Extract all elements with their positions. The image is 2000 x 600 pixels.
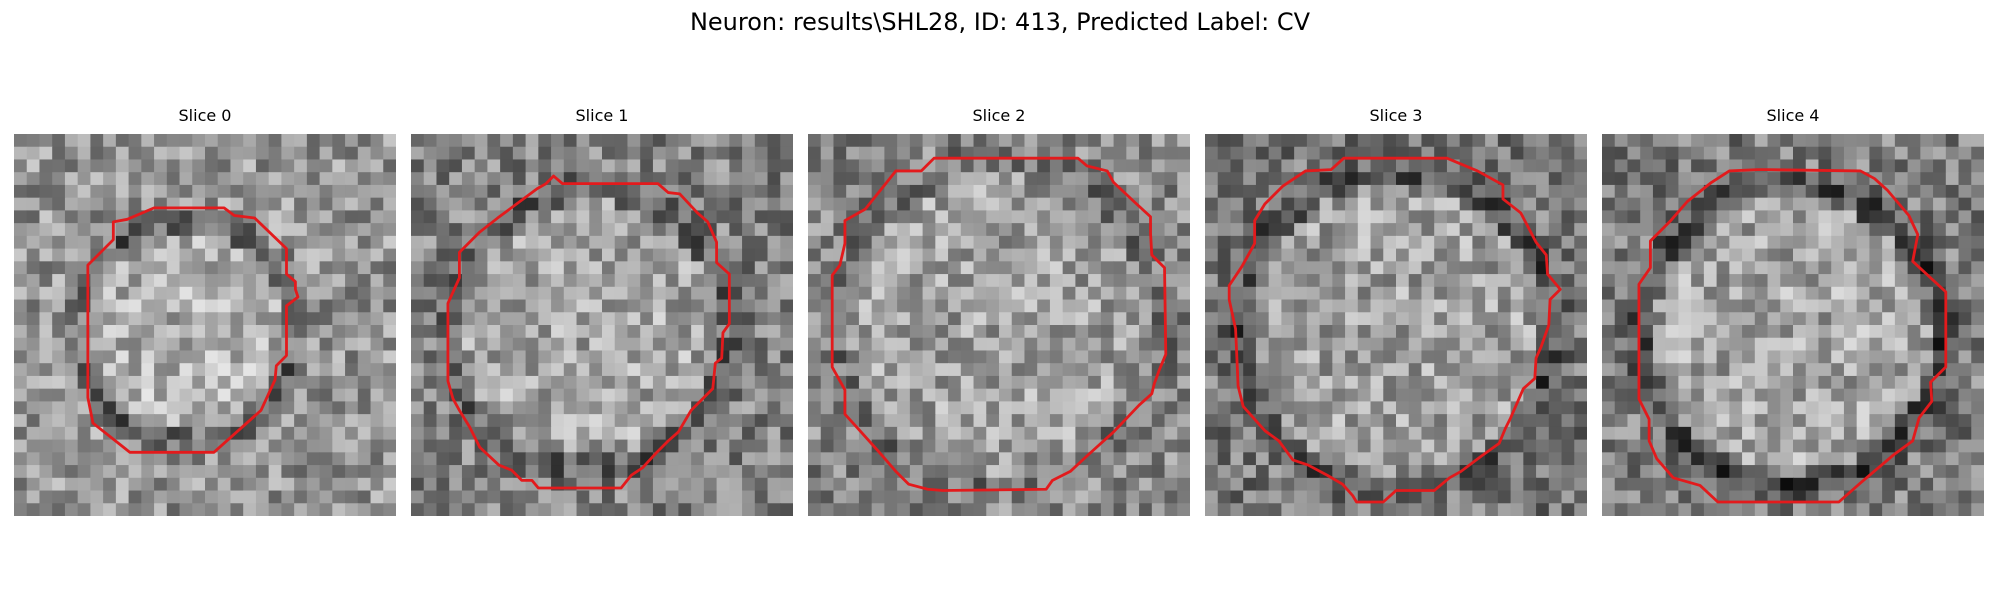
- figure-title: Neuron: results\SHL28, ID: 413, Predicte…: [689, 8, 1311, 36]
- contour-outline: [86, 206, 300, 454]
- grayscale-pixels: [14, 134, 396, 516]
- slice-panel-1: Slice 1: [411, 106, 793, 518]
- slice-image: [1602, 134, 1984, 516]
- contour-outline: [1227, 156, 1562, 504]
- slice-title: Slice 3: [1369, 106, 1423, 125]
- slice-panel-4: Slice 4: [1602, 106, 1984, 518]
- slice-title: Slice 1: [575, 106, 629, 125]
- slice-image: [1205, 134, 1587, 516]
- slice-panel-3: Slice 3: [1205, 106, 1587, 518]
- slice-image: [14, 134, 396, 516]
- slice-title: Slice 2: [972, 106, 1026, 125]
- grayscale-pixels: [1205, 134, 1587, 516]
- slice-image: [411, 134, 793, 516]
- grayscale-pixels: [808, 134, 1190, 516]
- contour-outline: [1637, 168, 1948, 504]
- slice-image: [808, 134, 1190, 516]
- slice-panel-2: Slice 2: [808, 106, 1190, 518]
- slice-panel-0: Slice 0: [14, 106, 396, 518]
- grayscale-pixels: [411, 134, 793, 516]
- contour-outline: [830, 156, 1168, 492]
- slice-title: Slice 4: [1766, 106, 1820, 125]
- slice-title: Slice 0: [178, 106, 232, 125]
- grayscale-pixels: [1602, 134, 1984, 516]
- contour-outline: [446, 174, 731, 490]
